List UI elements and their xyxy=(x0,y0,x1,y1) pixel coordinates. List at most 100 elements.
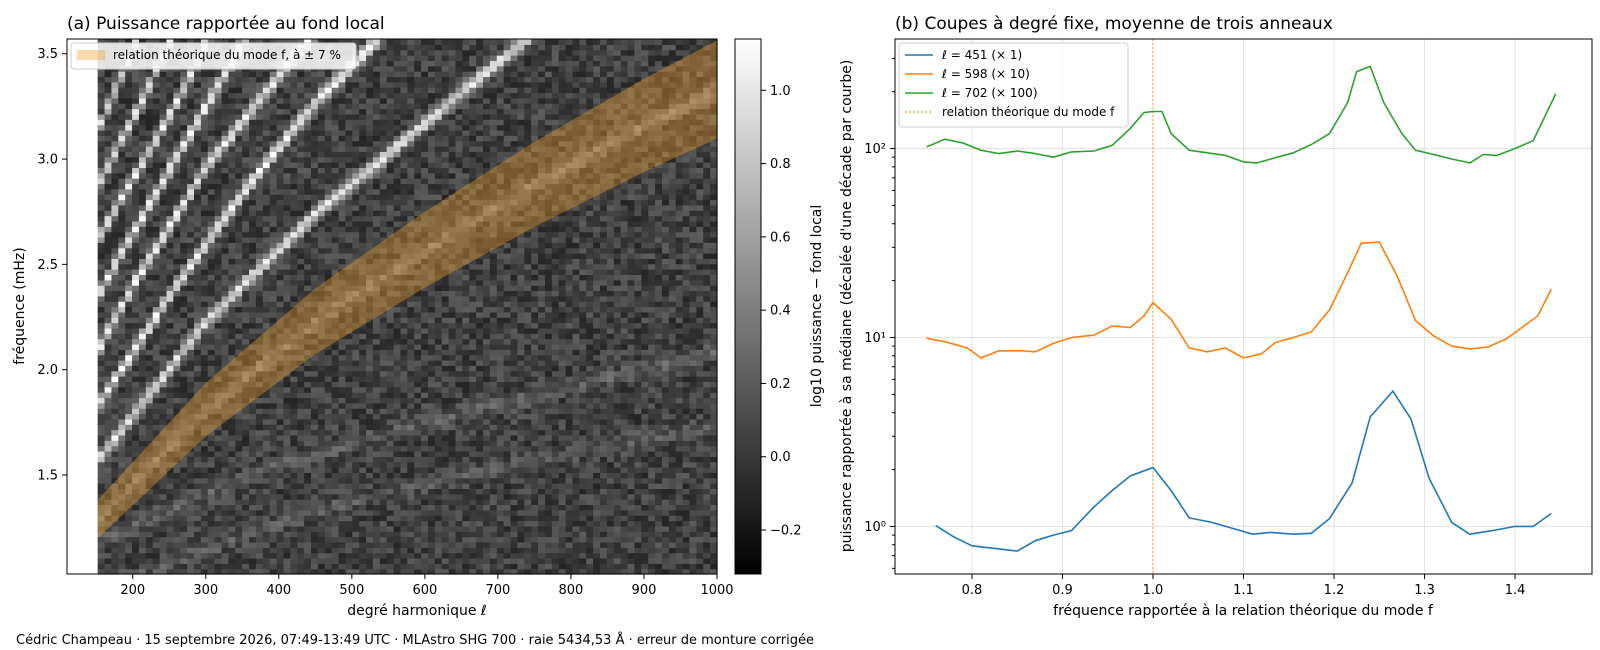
heatmap-cell xyxy=(118,557,126,564)
heatmap-cell xyxy=(249,488,257,495)
heatmap-cell xyxy=(407,81,415,88)
heatmap-cell xyxy=(400,49,408,56)
heatmap-cell xyxy=(297,87,305,94)
heatmap-cell xyxy=(152,515,161,522)
heatmap-cell xyxy=(180,194,188,201)
heatmap-cell xyxy=(345,81,353,88)
heatmap-cell xyxy=(317,129,326,136)
heatmap-cell xyxy=(255,290,264,297)
heatmap-cell xyxy=(407,290,415,297)
heatmap-cell xyxy=(166,322,174,329)
heatmap-cell xyxy=(207,247,216,254)
heatmap-cell xyxy=(221,488,230,495)
heatmap-cell xyxy=(331,71,340,78)
heatmap-cell xyxy=(304,424,312,431)
heatmap-cell xyxy=(166,269,174,275)
heatmap-cell xyxy=(269,135,278,142)
heatmap-cell xyxy=(255,269,264,275)
heatmap-cell xyxy=(297,386,305,393)
heatmap-cell xyxy=(145,140,154,147)
heatmap-cell xyxy=(104,509,113,516)
heatmap-cell xyxy=(125,81,133,88)
heatmap-cell xyxy=(317,552,326,559)
heatmap-cell xyxy=(317,274,326,281)
heatmap-cell xyxy=(152,172,161,179)
heatmap-cell xyxy=(427,204,436,211)
heatmap-cell xyxy=(111,124,119,131)
heatmap-cell xyxy=(200,413,209,420)
heatmap-cell xyxy=(214,81,223,88)
heatmap-cell xyxy=(338,124,346,131)
heatmap-cell xyxy=(276,557,285,564)
heatmap-cell xyxy=(97,327,106,334)
heatmap-cell xyxy=(221,386,230,393)
heatmap-cell xyxy=(180,360,188,366)
heatmap-cell xyxy=(434,338,443,345)
heatmap-cell xyxy=(393,60,402,67)
heatmap-cell xyxy=(118,349,126,356)
heatmap-cell xyxy=(125,440,133,447)
heatmap-cell xyxy=(331,140,340,147)
heatmap-cell xyxy=(118,563,126,570)
heatmap-cell xyxy=(359,178,367,185)
heatmap-cell xyxy=(173,333,181,340)
heatmap-cell xyxy=(345,397,353,404)
heatmap-cell xyxy=(331,413,340,420)
heatmap-cell xyxy=(311,557,319,564)
heatmap-cell xyxy=(421,44,429,51)
heatmap-cell xyxy=(111,343,119,350)
heatmap-cell xyxy=(145,113,154,120)
heatmap-cell xyxy=(221,215,230,222)
heatmap-cell xyxy=(276,392,285,399)
heatmap-cell xyxy=(249,124,257,131)
heatmap-cell xyxy=(242,129,250,136)
heatmap-cell xyxy=(200,493,209,500)
heatmap-cell xyxy=(324,285,333,292)
heatmap-cell xyxy=(269,327,278,334)
heatmap-cell xyxy=(187,279,195,286)
heatmap-cell xyxy=(283,445,291,452)
heatmap-cell xyxy=(262,263,271,270)
heatmap-cell xyxy=(132,151,140,158)
heatmap-cell xyxy=(214,210,223,217)
heatmap-cell xyxy=(111,108,119,115)
heatmap-cell xyxy=(97,76,106,83)
heatmap-cell xyxy=(200,477,209,484)
heatmap-cell xyxy=(366,274,374,281)
heatmap-cell xyxy=(311,541,319,548)
heatmap-cell xyxy=(372,301,381,308)
heatmap-cell xyxy=(221,290,230,297)
heatmap-cell xyxy=(166,349,174,356)
heatmap-cell xyxy=(159,253,168,259)
heatmap-cell xyxy=(400,258,408,265)
heatmap-cell xyxy=(235,167,243,174)
heatmap-cell xyxy=(111,220,119,227)
heatmap-cell xyxy=(111,103,119,110)
heatmap-cell xyxy=(255,188,264,195)
heatmap-cell xyxy=(311,306,319,313)
heatmap-cell xyxy=(366,81,374,88)
heatmap-cell xyxy=(338,269,346,275)
heatmap-cell xyxy=(249,279,257,286)
heatmap-cell xyxy=(414,60,422,67)
heatmap-cell xyxy=(111,295,119,302)
heatmap-cell xyxy=(276,167,285,174)
heatmap-cell xyxy=(414,552,422,559)
heatmap-cell xyxy=(269,151,278,158)
heatmap-cell xyxy=(393,413,402,420)
heatmap-cell xyxy=(290,140,298,147)
heatmap-cell xyxy=(173,76,181,83)
heatmap-cell xyxy=(283,76,291,83)
heatmap-cell xyxy=(132,520,140,527)
heatmap-cell xyxy=(317,434,326,441)
heatmap-cell xyxy=(324,135,333,142)
heatmap-cell xyxy=(386,429,395,436)
heatmap-cell xyxy=(400,477,408,484)
heatmap-cell xyxy=(359,306,367,313)
heatmap-cell xyxy=(427,450,436,457)
heatmap-cell xyxy=(104,269,113,275)
heatmap-cell xyxy=(331,386,340,393)
heatmap-cell xyxy=(407,113,415,120)
heatmap-cell xyxy=(297,108,305,115)
heatmap-cell xyxy=(290,472,298,479)
